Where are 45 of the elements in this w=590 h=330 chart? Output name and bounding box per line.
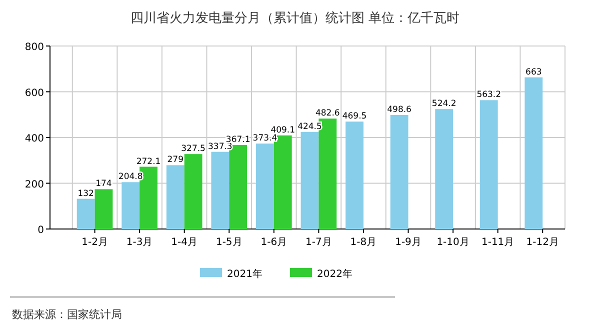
bar xyxy=(390,114,408,229)
data-label: 174 xyxy=(96,179,112,190)
data-label: 498.6 xyxy=(387,104,412,115)
y-tick-label: 200 xyxy=(24,179,44,190)
bar xyxy=(211,152,230,229)
x-tick-label: 1-2月 xyxy=(82,237,108,248)
data-label: 524.2 xyxy=(432,99,456,110)
bar xyxy=(122,182,140,229)
y-tick-label: 400 xyxy=(24,134,44,144)
y-tick-label: 800 xyxy=(24,42,44,53)
y-tick-label: 0 xyxy=(38,225,44,236)
data-label: 469.5 xyxy=(342,112,367,122)
legend-label: 2022年 xyxy=(317,268,352,280)
data-label: 132 xyxy=(78,188,94,199)
x-tick-label: 1-8月 xyxy=(350,237,377,248)
bar xyxy=(94,189,113,229)
x-tick-label: 1-5月 xyxy=(216,237,242,248)
bar xyxy=(166,165,184,229)
data-label: 482.6 xyxy=(315,108,340,119)
data-label: 563.2 xyxy=(476,90,502,100)
bar xyxy=(480,100,498,229)
x-tick-label: 1-7月 xyxy=(306,237,332,248)
legend-label: 2021年 xyxy=(227,268,262,280)
chart-title: 四川省火力发电量分月（累计值）统计图 单位：亿千瓦时 xyxy=(130,11,460,26)
bar xyxy=(300,132,319,229)
x-tick-label: 1-9月 xyxy=(395,237,422,248)
bar xyxy=(76,198,95,229)
bar xyxy=(256,144,274,229)
bar xyxy=(184,154,202,229)
y-tick-label: 600 xyxy=(24,88,44,99)
source-note: 数据来源：国家统计局 xyxy=(12,308,122,321)
bar xyxy=(524,77,543,229)
x-tick-label: 1-11月 xyxy=(481,237,514,248)
data-label: 279 xyxy=(167,155,184,166)
data-label: 327.5 xyxy=(181,144,206,154)
data-label: 663 xyxy=(526,67,542,78)
x-tick-label: 1-6月 xyxy=(260,237,288,248)
x-tick-label: 1-12月 xyxy=(526,237,559,248)
x-tick-label: 1-3月 xyxy=(126,237,153,248)
data-label: 409.1 xyxy=(270,125,296,136)
x-tick-label: 1-4月 xyxy=(171,237,198,248)
data-label: 272.1 xyxy=(136,156,161,167)
bar xyxy=(435,109,454,229)
x-tick-label: 1-10月 xyxy=(436,237,470,248)
bar xyxy=(346,122,364,229)
